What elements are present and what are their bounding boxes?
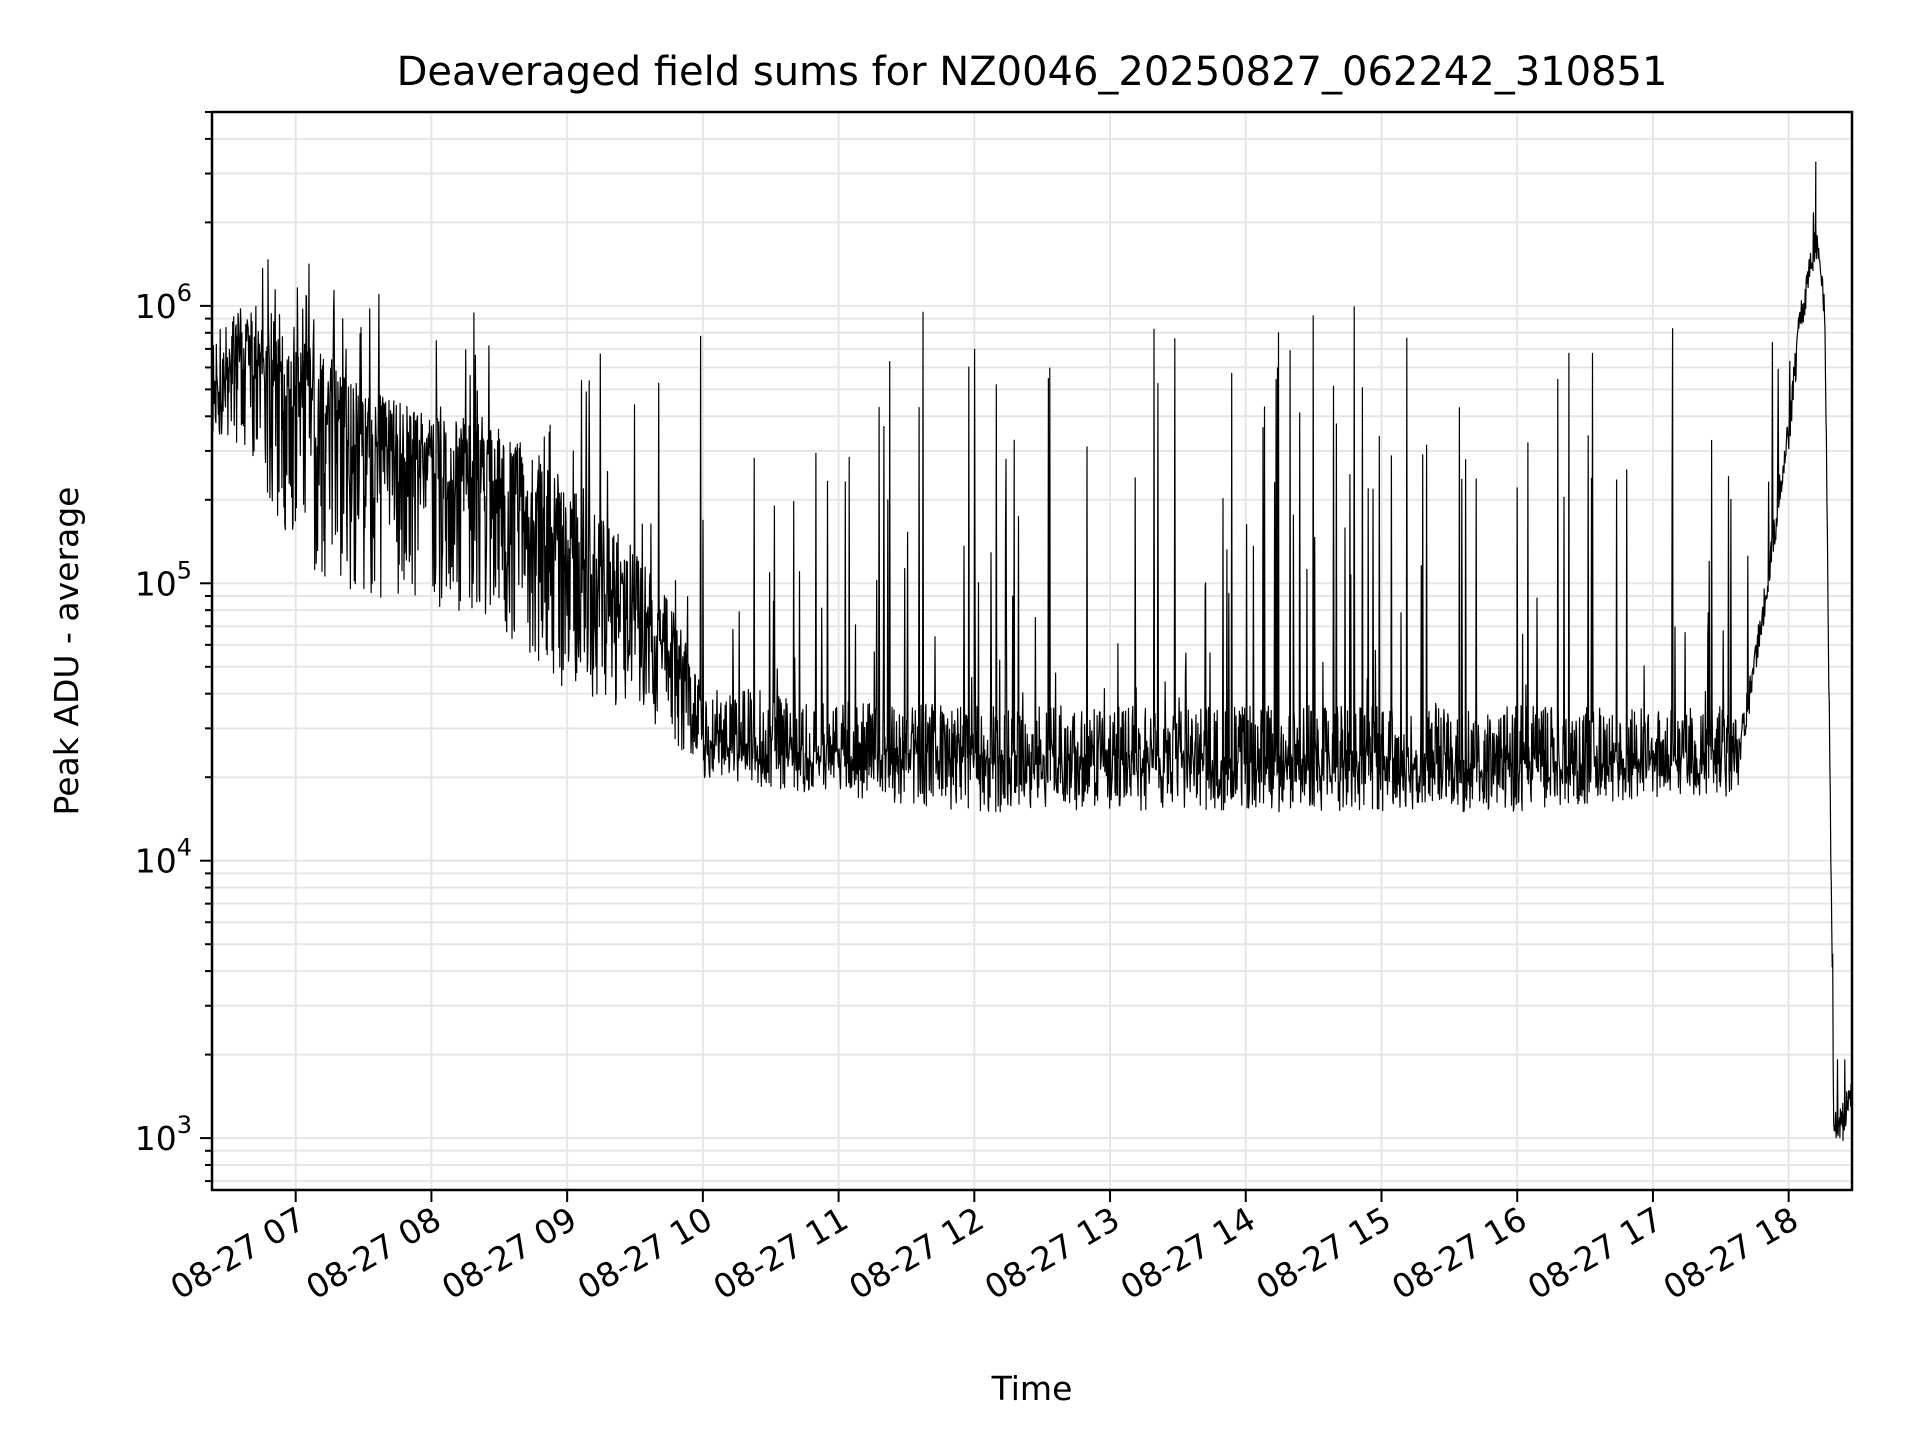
x-tick-label: 08-27 14 [1114,1199,1262,1307]
grid-layer [212,111,1852,1190]
x-tick-label: 08-27 11 [707,1199,855,1307]
x-tick-label: 08-27 10 [571,1199,719,1307]
x-tick-label: 08-27 16 [1385,1199,1533,1307]
y-axis-label: Peak ADU - average [47,487,86,816]
x-tick-label: 08-27 12 [842,1199,990,1307]
x-tick-label: 08-27 17 [1521,1199,1669,1307]
x-tick-label: 08-27 08 [299,1199,447,1307]
y-tick-label: 105 [135,556,192,603]
x-tick-label: 08-27 15 [1249,1199,1397,1307]
x-tick-label: 08-27 13 [978,1199,1126,1307]
x-tick-label: 08-27 18 [1657,1199,1805,1307]
y-tick-label: 104 [135,834,192,881]
y-tick-label: 106 [135,279,192,326]
x-axis-label: Time [991,1369,1073,1408]
x-tick-label: 08-27 09 [435,1199,583,1307]
x-tick-label: 08-27 07 [164,1199,312,1307]
series-line [212,161,1852,1142]
chart-title: Deaveraged field sums for NZ0046_2025082… [397,49,1668,95]
series-layer [212,161,1852,1142]
y-tick-label: 103 [135,1111,192,1158]
plot-frame [210,110,1854,1192]
